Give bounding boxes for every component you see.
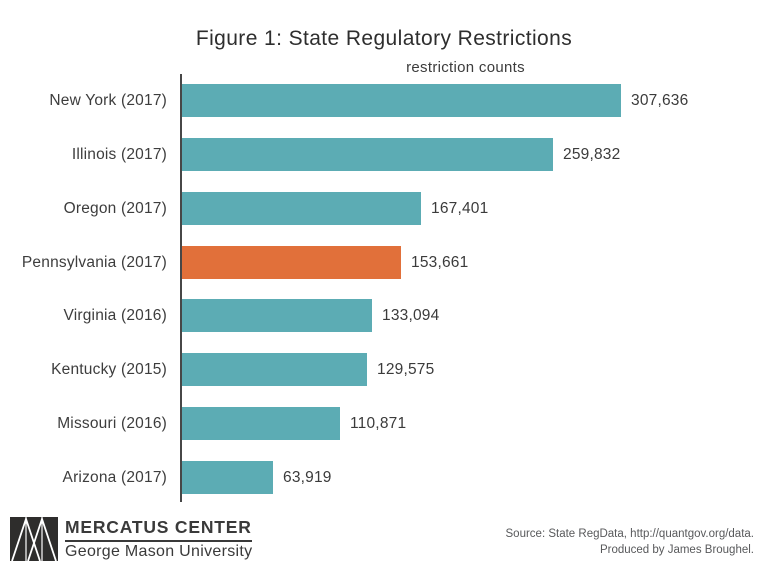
footer: MERCATUS CENTER George Mason University … bbox=[0, 508, 768, 571]
value-label: 63,919 bbox=[283, 468, 332, 486]
bar-row: New York (2017) 307,636 bbox=[0, 84, 768, 117]
category-label: New York (2017) bbox=[49, 91, 167, 109]
value-label: 110,871 bbox=[350, 414, 407, 432]
value-label: 153,661 bbox=[411, 253, 469, 271]
chart-title: Figure 1: State Regulatory Restrictions bbox=[195, 27, 573, 50]
source-line: Source: State RegData, http://quantgov.o… bbox=[505, 527, 754, 540]
value-label: 129,575 bbox=[377, 360, 435, 378]
bar-row: Pennsylvania (2017) 153,661 bbox=[0, 246, 768, 279]
logo-subtitle: George Mason University bbox=[65, 543, 253, 560]
mercatus-logo-icon bbox=[10, 517, 58, 561]
category-label: Kentucky (2015) bbox=[51, 360, 167, 378]
category-label: Illinois (2017) bbox=[71, 145, 167, 163]
bar bbox=[182, 353, 367, 386]
bar bbox=[182, 299, 372, 332]
value-label: 259,832 bbox=[563, 145, 621, 163]
bar-row: Arizona (2017) 63,919 bbox=[0, 461, 768, 494]
bar bbox=[182, 246, 401, 279]
value-label: 133,094 bbox=[382, 306, 440, 324]
category-label: Virginia (2016) bbox=[63, 306, 167, 324]
bar-row: Virginia (2016) 133,094 bbox=[0, 299, 768, 332]
category-label: Arizona (2017) bbox=[62, 468, 167, 486]
logo-text-block: MERCATUS CENTER George Mason University bbox=[65, 517, 252, 561]
bar bbox=[182, 407, 340, 440]
value-label: 167,401 bbox=[431, 199, 489, 217]
category-label: Oregon (2017) bbox=[63, 199, 167, 217]
chart-subtitle: restriction counts bbox=[406, 59, 525, 76]
plot-area: New York (2017) 307,636 Illinois (2017) 259… bbox=[0, 74, 768, 502]
bar-row: Oregon (2017) 167,401 bbox=[0, 192, 768, 225]
value-label: 307,636 bbox=[631, 91, 689, 109]
bar-row: Missouri (2016) 110,871 bbox=[0, 407, 768, 440]
producer-line: Produced by James Broughel. bbox=[599, 544, 754, 557]
bar-row: Kentucky (2015) 129,575 bbox=[0, 353, 768, 386]
source-attribution: Source: State RegData, http://quantgov.o… bbox=[506, 526, 754, 559]
logo-title: MERCATUS CENTER bbox=[65, 517, 252, 542]
bar bbox=[182, 192, 421, 225]
bar-row: Illinois (2017) 259,832 bbox=[0, 138, 768, 171]
category-label: Missouri (2016) bbox=[57, 414, 167, 432]
bar bbox=[182, 84, 621, 117]
y-axis-line bbox=[180, 74, 182, 502]
bar bbox=[182, 138, 553, 171]
category-label: Pennsylvania (2017) bbox=[21, 253, 167, 271]
bar bbox=[182, 461, 273, 494]
